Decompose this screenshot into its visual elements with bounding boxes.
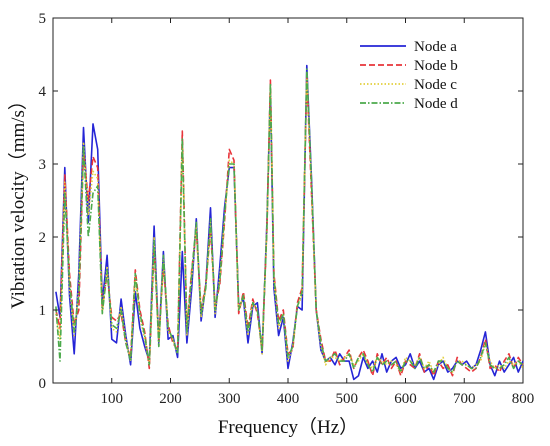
plot-area	[52, 17, 524, 384]
y-tick-label: 2	[39, 230, 47, 246]
x-tick-label: 200	[159, 391, 182, 407]
y-tick-label: 4	[39, 84, 47, 100]
x-tick-label: 400	[277, 391, 300, 407]
legend-label-1: Node a	[414, 39, 457, 55]
legend-label-2: Node b	[414, 58, 458, 74]
series-line-3	[55, 72, 524, 373]
legend: Node a Node b Node c Node d	[360, 39, 458, 112]
legend-label-4: Node d	[414, 96, 458, 112]
legend-label-3: Node c	[414, 77, 457, 93]
x-tick-label: 300	[218, 391, 241, 407]
x-tick-label: 800	[512, 391, 535, 407]
y-tick-label: 1	[39, 303, 47, 319]
x-tick-label: 700	[453, 391, 476, 407]
x-axis-label: Frequency（Hz）	[218, 416, 358, 438]
x-tick-label: 100	[101, 391, 124, 407]
y-tick-label: 0	[39, 376, 47, 392]
series-line-4	[55, 68, 524, 373]
axis-layer: 100 200 300 400 500 600 700 800 0 1 2 3 4 5	[39, 11, 535, 407]
series-layer	[55, 64, 524, 381]
y-tick-label: 5	[39, 11, 47, 27]
x-tick-label: 600	[394, 391, 417, 407]
x-tick-label: 500	[336, 391, 359, 407]
y-axis-label: Vibration velocity（mm/s）	[7, 91, 29, 309]
y-tick-label: 3	[39, 157, 47, 173]
